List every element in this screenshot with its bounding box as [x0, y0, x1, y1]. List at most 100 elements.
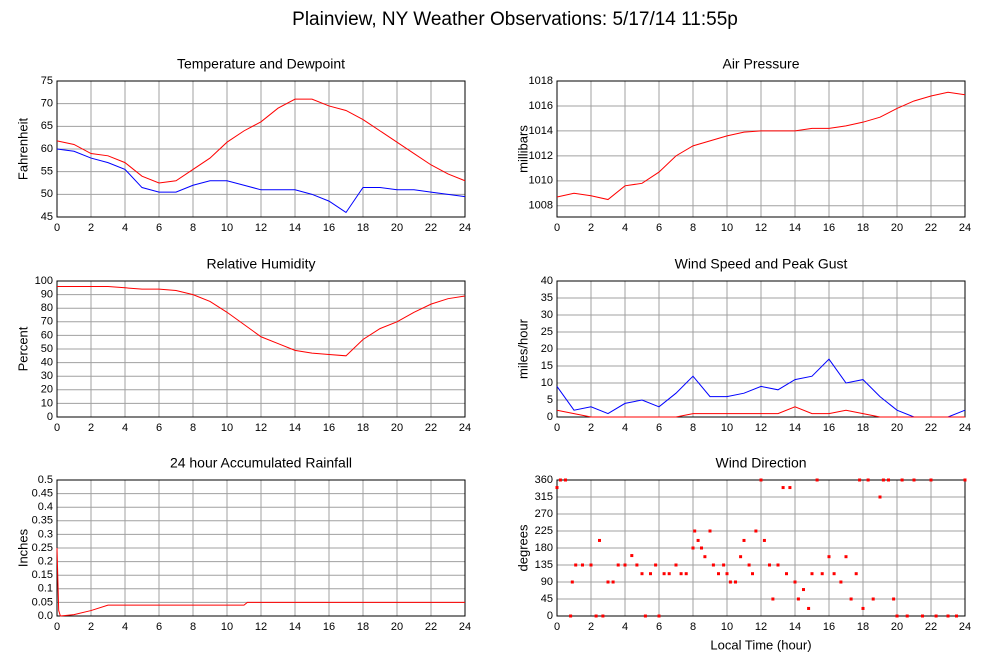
x-tick-label: 24	[459, 422, 471, 434]
data-point	[649, 572, 652, 576]
x-tick-label: 12	[755, 621, 767, 633]
y-tick-label: 0.15	[32, 569, 53, 581]
x-tick-label: 2	[88, 422, 94, 434]
data-point	[703, 555, 707, 559]
x-tick-label: 0	[54, 621, 60, 633]
data-point	[858, 478, 862, 482]
x-tick-label: 12	[755, 222, 767, 234]
x-tick-label: 18	[857, 222, 869, 234]
data-point	[725, 572, 729, 576]
x-tick-label: 2	[588, 222, 594, 234]
page-title: Plainview, NY Weather Observations: 5/17…	[292, 9, 738, 30]
y-tick-label: 50	[41, 188, 53, 200]
data-point	[871, 597, 875, 601]
y-tick-label: 30	[41, 370, 53, 382]
x-tick-label: 16	[323, 621, 335, 633]
data-point	[878, 495, 882, 499]
y-tick-label: 10	[541, 377, 553, 389]
y-tick-label: 0.3	[38, 528, 53, 540]
data-point	[574, 563, 578, 567]
data-point	[598, 538, 601, 542]
y-tick-label: 40	[541, 275, 553, 287]
y-tick-label: 1014	[529, 125, 553, 137]
data-point	[796, 597, 800, 601]
x-tick-label: 10	[221, 222, 233, 234]
x-tick-label: 10	[221, 422, 233, 434]
data-point	[793, 580, 797, 584]
data-point	[776, 563, 780, 567]
y-tick-label: 75	[41, 75, 53, 87]
data-point	[555, 486, 559, 490]
x-tick-label: 0	[554, 621, 560, 633]
y-tick-label: 70	[41, 98, 53, 110]
plot-frame	[556, 280, 966, 418]
x-tick-label: 2	[588, 621, 594, 633]
data-point	[564, 478, 567, 482]
x-tick-label: 14	[789, 422, 801, 434]
y-axis-label: Percent	[15, 326, 30, 371]
data-point	[640, 572, 644, 576]
x-tick-label: 10	[721, 222, 733, 234]
data-point	[611, 580, 615, 584]
x-tick-label: 18	[357, 222, 369, 234]
y-tick-label: 60	[41, 329, 53, 341]
data-point	[802, 588, 805, 592]
y-tick-label: 360	[535, 474, 553, 486]
data-point	[558, 478, 562, 482]
y-tick-label: 0.35	[32, 515, 53, 527]
x-tick-label: 4	[622, 222, 628, 234]
x-tick-label: 4	[122, 621, 128, 633]
x-tick-label: 0	[554, 422, 560, 434]
data-line	[56, 547, 465, 617]
data-point	[810, 572, 814, 576]
data-point	[849, 597, 853, 601]
x-tick-label: 8	[690, 222, 696, 234]
y-tick-label: 15	[541, 360, 553, 372]
y-tick-label: 315	[535, 491, 553, 503]
x-tick-label: 10	[721, 422, 733, 434]
y-axis-label: degrees	[515, 524, 530, 571]
x-tick-label: 4	[622, 621, 628, 633]
data-point	[708, 529, 712, 533]
y-tick-label: 40	[41, 357, 53, 369]
data-line	[56, 148, 466, 214]
data-point	[747, 563, 751, 567]
y-tick-label: 0.45	[32, 488, 53, 500]
y-tick-label: 20	[541, 343, 553, 355]
data-point	[630, 554, 634, 558]
data-point	[616, 563, 620, 567]
x-tick-label: 8	[690, 621, 696, 633]
x-tick-label: 24	[459, 222, 471, 234]
data-line	[556, 406, 965, 418]
y-tick-label: 65	[41, 120, 53, 132]
data-point	[963, 478, 967, 482]
x-tick-label: 18	[857, 422, 869, 434]
data-point	[771, 597, 775, 601]
x-tick-label: 24	[959, 222, 971, 234]
x-tick-label: 4	[622, 422, 628, 434]
y-tick-label: 0	[47, 411, 53, 423]
data-point	[815, 478, 819, 482]
data-point	[700, 546, 703, 550]
data-point	[934, 614, 938, 618]
data-point	[691, 546, 695, 550]
data-point	[635, 563, 639, 567]
data-point	[759, 478, 763, 482]
x-tick-label: 14	[289, 621, 301, 633]
y-tick-label: 0	[547, 610, 553, 622]
x-tick-label: 22	[925, 422, 937, 434]
y-tick-label: 45	[41, 211, 53, 223]
data-point	[606, 580, 610, 584]
x-tick-label: 10	[721, 621, 733, 633]
data-point	[693, 529, 697, 533]
plot-frame	[56, 280, 466, 418]
data-point	[643, 614, 647, 618]
y-tick-label: 0.1	[38, 583, 53, 595]
x-tick-label: 22	[925, 621, 937, 633]
data-point	[887, 478, 890, 482]
x-tick-label: 12	[755, 422, 767, 434]
data-point	[742, 538, 746, 542]
plot-frame	[556, 80, 966, 218]
data-point	[657, 614, 661, 618]
data-point	[722, 563, 726, 567]
